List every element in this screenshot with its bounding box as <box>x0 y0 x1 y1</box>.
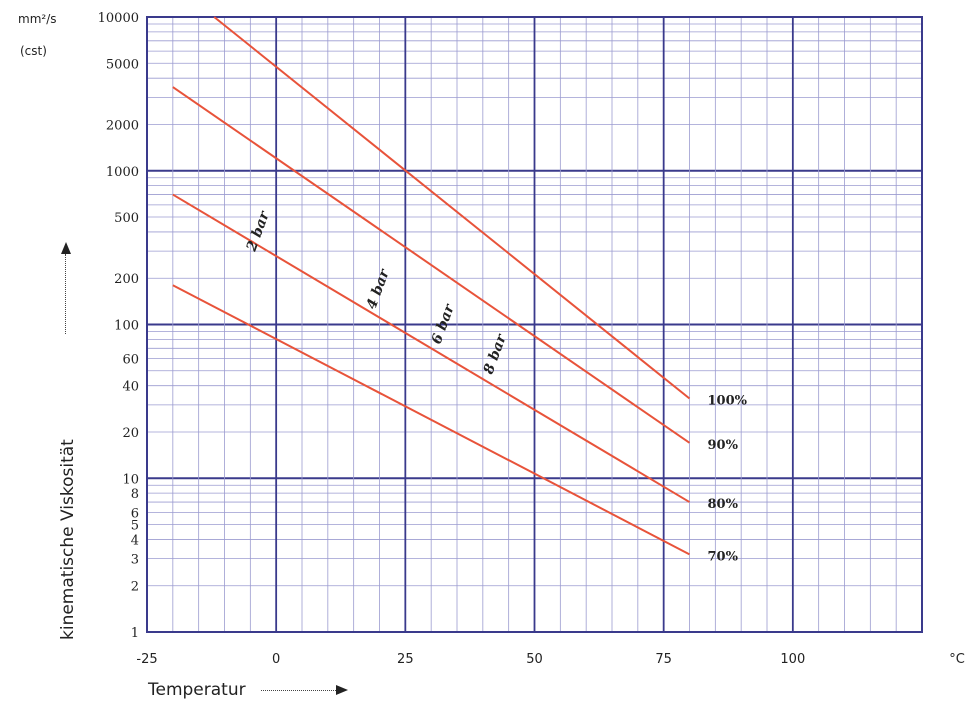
x-tick-label: 25 <box>397 652 414 667</box>
y-tick-label: 2 <box>131 580 139 595</box>
x-tick-label: 0 <box>272 652 280 667</box>
y-tick-label: 10000 <box>98 11 139 26</box>
y-tick-label: 200 <box>114 272 139 287</box>
x-axis-label-group: Temperatur <box>148 680 349 700</box>
series-line <box>213 16 691 400</box>
y-tick-label: 20 <box>122 426 139 441</box>
y-unit-line1: mm²/s <box>18 12 57 26</box>
series-label: 100% <box>708 394 748 409</box>
y-unit-line2: (cst) <box>20 44 47 58</box>
series-label: 80% <box>708 497 739 512</box>
y-tick-label: 1 <box>131 626 139 641</box>
y-axis-arrow <box>61 242 71 334</box>
y-tick-label: 8 <box>131 487 139 502</box>
series-label: 70% <box>708 549 739 564</box>
y-tick-label: 3 <box>131 553 139 568</box>
y-arrow-head <box>61 242 71 254</box>
y-tick-label: 10 <box>122 472 139 487</box>
y-axis-label: kinematische Viskosität <box>58 439 78 640</box>
series-line <box>172 193 691 503</box>
x-arrow-head <box>336 685 349 695</box>
series-line <box>172 284 690 556</box>
y-tick-label: 60 <box>122 353 139 368</box>
y-arrow-line <box>65 254 66 334</box>
x-axis-label: Temperatur <box>148 680 246 700</box>
x-arrow-line <box>261 689 337 691</box>
x-tick-label: 100 <box>780 652 805 667</box>
x-unit-label: °C <box>949 652 965 667</box>
series-label: 90% <box>708 438 739 453</box>
x-tick-label: 50 <box>526 652 543 667</box>
y-tick-label: 100 <box>114 319 139 334</box>
y-tick-label: 1000 <box>106 165 139 180</box>
x-tick-label: 75 <box>655 652 672 667</box>
y-tick-label: 6 <box>131 506 139 521</box>
x-tick-label: -25 <box>136 652 157 667</box>
plot-frame <box>146 16 923 633</box>
y-tick-label: 40 <box>122 380 139 395</box>
y-tick-label: 5 <box>131 519 139 534</box>
y-tick-label: 5000 <box>106 57 139 72</box>
y-tick-label: 500 <box>114 211 139 226</box>
y-tick-label: 4 <box>131 533 139 548</box>
series-line <box>172 86 691 444</box>
y-tick-label: 2000 <box>106 118 139 133</box>
